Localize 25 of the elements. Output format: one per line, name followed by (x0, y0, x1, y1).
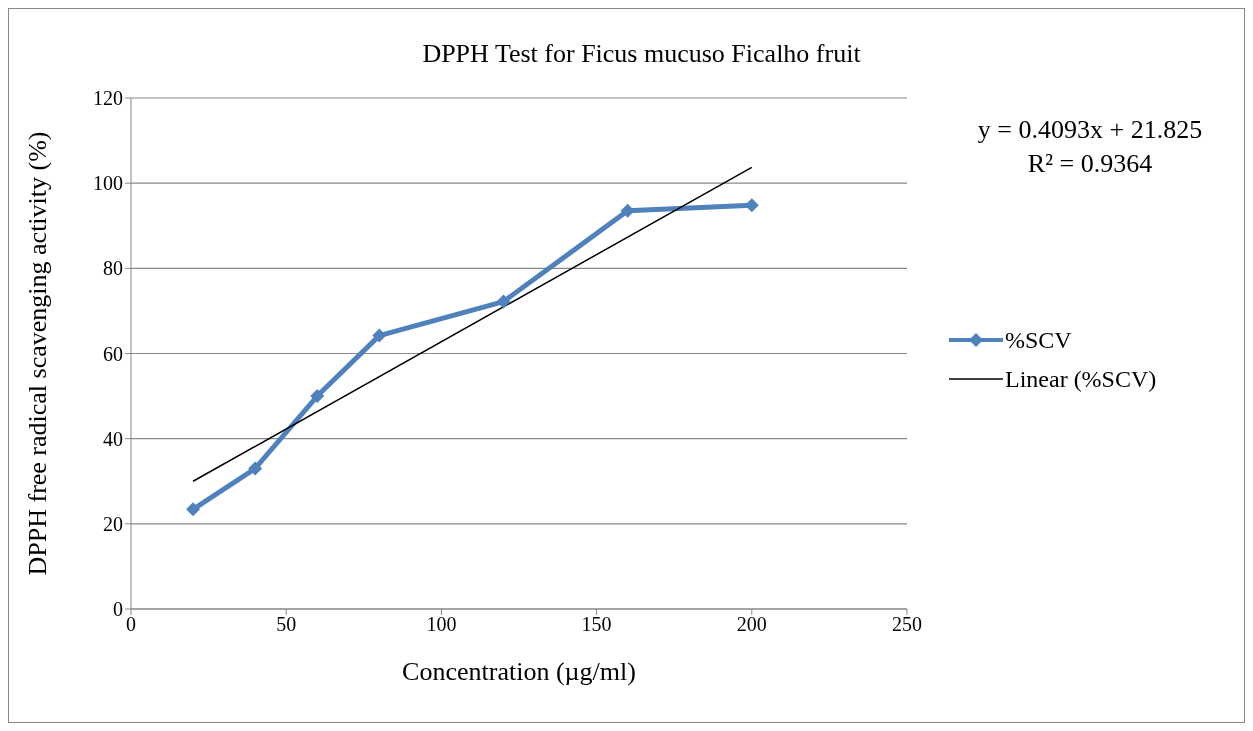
x-tick-label: 150 (581, 613, 612, 636)
x-tick-label: 50 (276, 613, 297, 636)
point (496, 294, 511, 309)
point (248, 461, 263, 476)
y-tick-label: 0 (113, 598, 123, 621)
y-tick-label: 20 (103, 512, 123, 535)
x-tick-label: 200 (736, 613, 767, 636)
y-axis-title: DPPH free radical scavenging activity (%) (23, 131, 53, 576)
y-tick-label: 120 (93, 87, 123, 110)
y-tick-label: 60 (103, 342, 123, 365)
y-tick-label: 100 (93, 172, 123, 195)
text: y = 0.4093x + 21.825 (976, 114, 1204, 146)
point (372, 328, 387, 343)
x-tick-label: 250 (892, 613, 922, 636)
chart-title: DPPH Test for Ficus mucuso Ficalho fruit (421, 39, 862, 69)
x-tick-label: 100 (426, 613, 457, 636)
legend-label: %SCV (1005, 326, 1072, 354)
x-axis-title: Concentration (µg/ml) (402, 657, 636, 686)
y-tick-label: 40 (103, 427, 123, 450)
point (186, 502, 201, 517)
text: R² = 0.9364 (1026, 148, 1154, 180)
y-tick-label: 80 (103, 257, 123, 280)
legend-label: Linear (%SCV) (1005, 365, 1157, 393)
point (620, 203, 635, 218)
point (310, 389, 325, 404)
